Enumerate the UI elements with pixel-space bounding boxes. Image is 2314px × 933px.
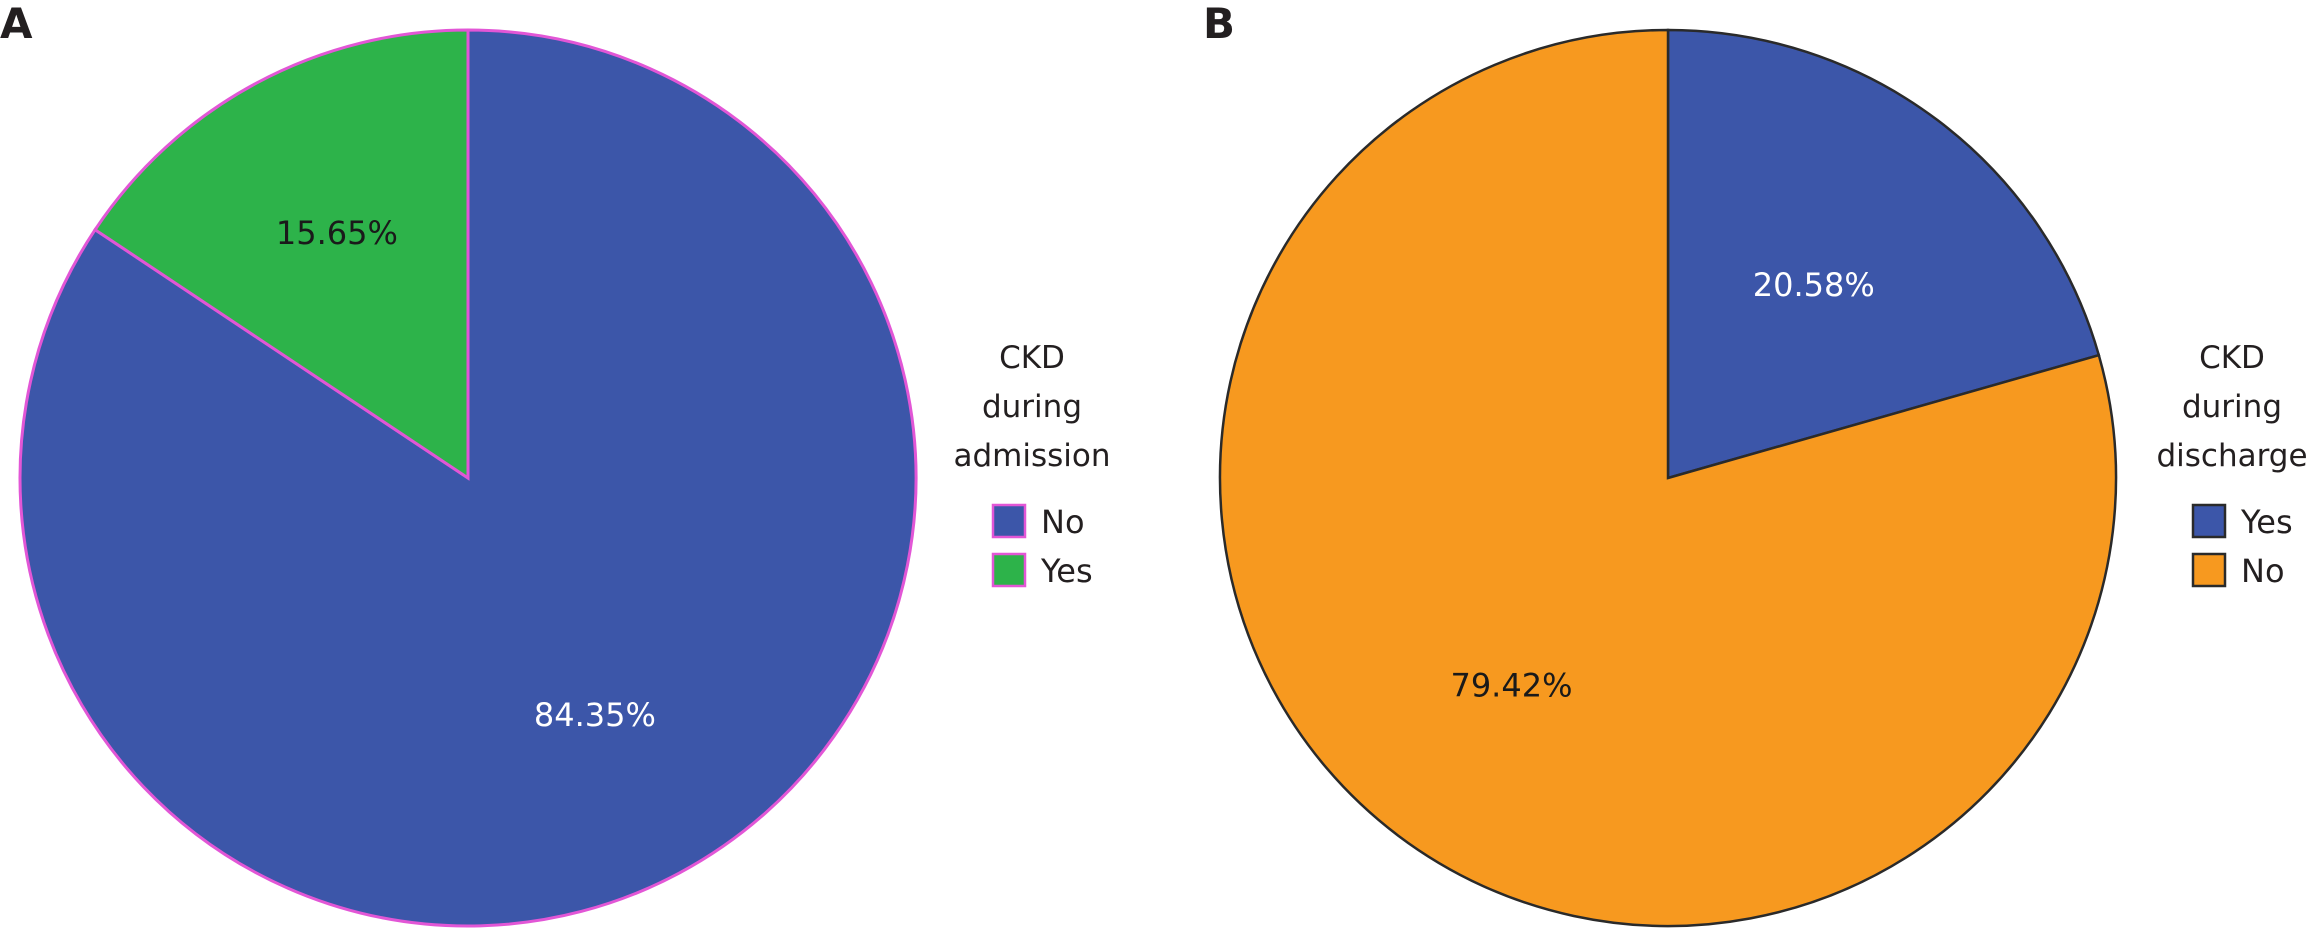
legend-swatch-yes <box>991 552 1027 588</box>
pie-slice-yes <box>1666 28 2101 480</box>
slice-value-label-yes: 15.65% <box>276 214 398 252</box>
legend-swatch-yes <box>2191 503 2227 539</box>
legend-a-title-line-1: CKD <box>999 340 1065 376</box>
pie-chart-admission: A 84.35% 15.65% CKD during admission No Ye… <box>0 0 1111 928</box>
legend-label-no: No <box>2241 552 2285 590</box>
legend-label-no: No <box>1041 503 1085 541</box>
legend-b-title-line-1: CKD <box>2199 340 2265 376</box>
pie-a-value-labels: 84.35% 15.65% <box>276 214 656 734</box>
legend-admission: CKD during admission No Yes <box>953 340 1110 590</box>
pie-a-slices <box>18 28 918 928</box>
legend-a-items: No Yes <box>991 503 1093 590</box>
legend-b-title-line-3: discharge <box>2156 438 2307 474</box>
slice-value-label-no: 84.35% <box>534 696 656 734</box>
panel-letter-b: B <box>1203 0 1235 48</box>
legend-b-items: Yes No <box>2191 503 2293 590</box>
pie-b-slices <box>1218 28 2118 928</box>
legend-b-title-line-2: during <box>2182 389 2282 425</box>
pie-b-value-labels: 20.58% 79.42% <box>1450 266 1874 704</box>
legend-discharge: CKD during discharge Yes No <box>2156 340 2307 590</box>
legend-label-yes: Yes <box>2240 503 2293 541</box>
legend-swatch-no <box>991 503 1027 539</box>
pie-slice-yes <box>93 28 470 481</box>
pie-slice-no <box>1218 28 2118 928</box>
legend-label-yes: Yes <box>1040 552 1093 590</box>
slice-value-label-no: 79.42% <box>1450 666 1572 704</box>
legend-a-title-line-3: admission <box>953 438 1110 474</box>
slice-value-label-yes: 20.58% <box>1753 266 1875 304</box>
legend-swatch-no <box>2191 552 2227 588</box>
legend-a-title-line-2: during <box>982 389 1082 425</box>
panel-letter-a: A <box>0 0 33 48</box>
pie-chart-discharge: B 20.58% 79.42% CKD during discharge Yes N… <box>1203 0 2308 928</box>
